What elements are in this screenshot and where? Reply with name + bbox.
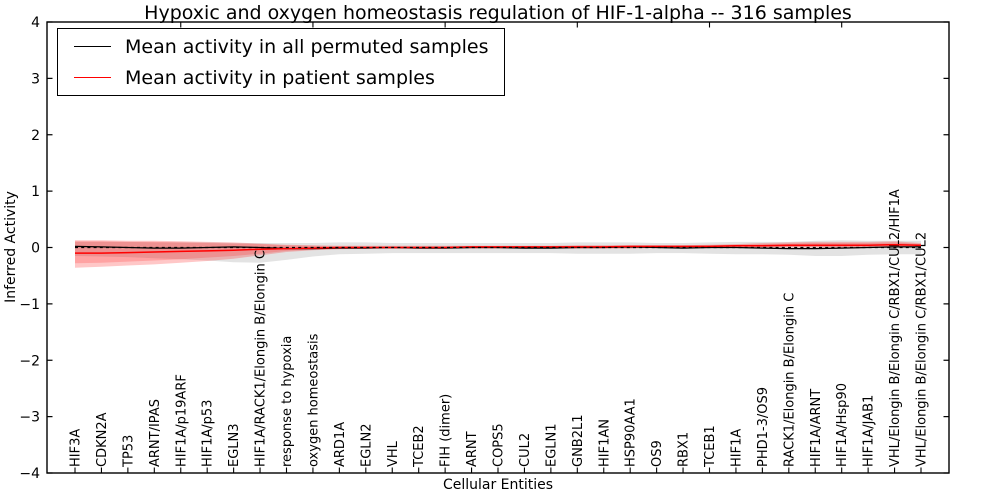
x-tick-label: VHL/Elongin B/Elongin C/RBX1/CUL2 [915,232,930,467]
x-tick-label: CUL2 [518,433,533,467]
legend-line-red [74,77,111,78]
x-tick-label: OS9 [650,440,665,467]
legend: Mean activity in all permuted samples Me… [57,28,505,96]
y-axis-label: Inferred Activity [3,191,19,303]
y-tick-label: 3 [31,71,40,87]
x-tick-label: ARNT/IPAS [148,399,163,467]
chart-title: Hypoxic and oxygen homeostasis regulatio… [144,2,852,24]
y-tick-label: −1 [19,297,40,313]
x-tick-label: EGLN1 [544,423,559,467]
y-tick-label: 2 [31,128,40,144]
x-tick-label: HIF3A [69,429,84,467]
legend-item-patient: Mean activity in patient samples [58,66,504,90]
y-tick-label: 4 [31,15,40,31]
x-tick-label: HSP90AA1 [624,398,639,467]
x-tick-label: ARNT [465,431,480,467]
y-tick-label: 1 [31,184,40,200]
x-tick-label: TCEB1 [703,425,718,468]
y-tick-label: −3 [19,410,40,426]
y-tick-label: −4 [19,466,40,482]
x-tick-label: HIF1AN [597,419,612,467]
x-tick-label: CDKN2A [95,412,110,467]
x-tick-label: HIF1A/RACK1/Elongin B/Elongin C [254,250,269,467]
x-tick-label: HIF1A/p19ARF [174,374,189,467]
x-tick-label: VHL [386,440,401,467]
x-tick-label: TCEB2 [412,425,427,468]
x-tick-label: EGLN3 [227,423,242,467]
x-tick-label: ARD1A [333,422,348,467]
axes-frame [46,21,950,474]
x-tick-label: RACK1/Elongin B/Elongin C [782,293,797,467]
legend-label-patient: Mean activity in patient samples [125,66,435,89]
legend-label-permuted: Mean activity in all permuted samples [125,35,489,58]
x-tick-label: FIH (dimer) [439,394,454,467]
y-tick-label: −2 [19,353,40,369]
x-tick-label: GNB2L1 [571,414,586,467]
x-tick-label: VHL/Elongin B/Elongin C/RBX1/CUL2/HIF1A [888,189,903,467]
x-tick-label: response to hypoxia [280,336,295,467]
x-axis-label: Cellular Entities [442,477,554,493]
x-tick-label: HIF1A/ARNT [809,389,824,467]
x-tick-label: RBX1 [677,432,692,467]
x-tick-label: HIF1A/p53 [201,400,216,467]
x-tick-label: oxygen homeostasis [306,333,321,467]
x-tick-label: COPS5 [492,423,507,467]
x-tick-label: HIF1A/JAB1 [862,395,877,467]
x-tick-label: EGLN2 [359,423,374,467]
y-tick-label: 0 [31,241,40,257]
legend-item-permuted: Mean activity in all permuted samples [58,35,504,59]
x-tick-label: TP53 [121,435,136,468]
x-tick-label: HIF1A [729,429,744,467]
x-tick-label: PHD1-3/OS9 [756,387,771,467]
legend-line-black [74,46,111,47]
x-tick-label: HIF1A/Hsp90 [835,383,850,467]
